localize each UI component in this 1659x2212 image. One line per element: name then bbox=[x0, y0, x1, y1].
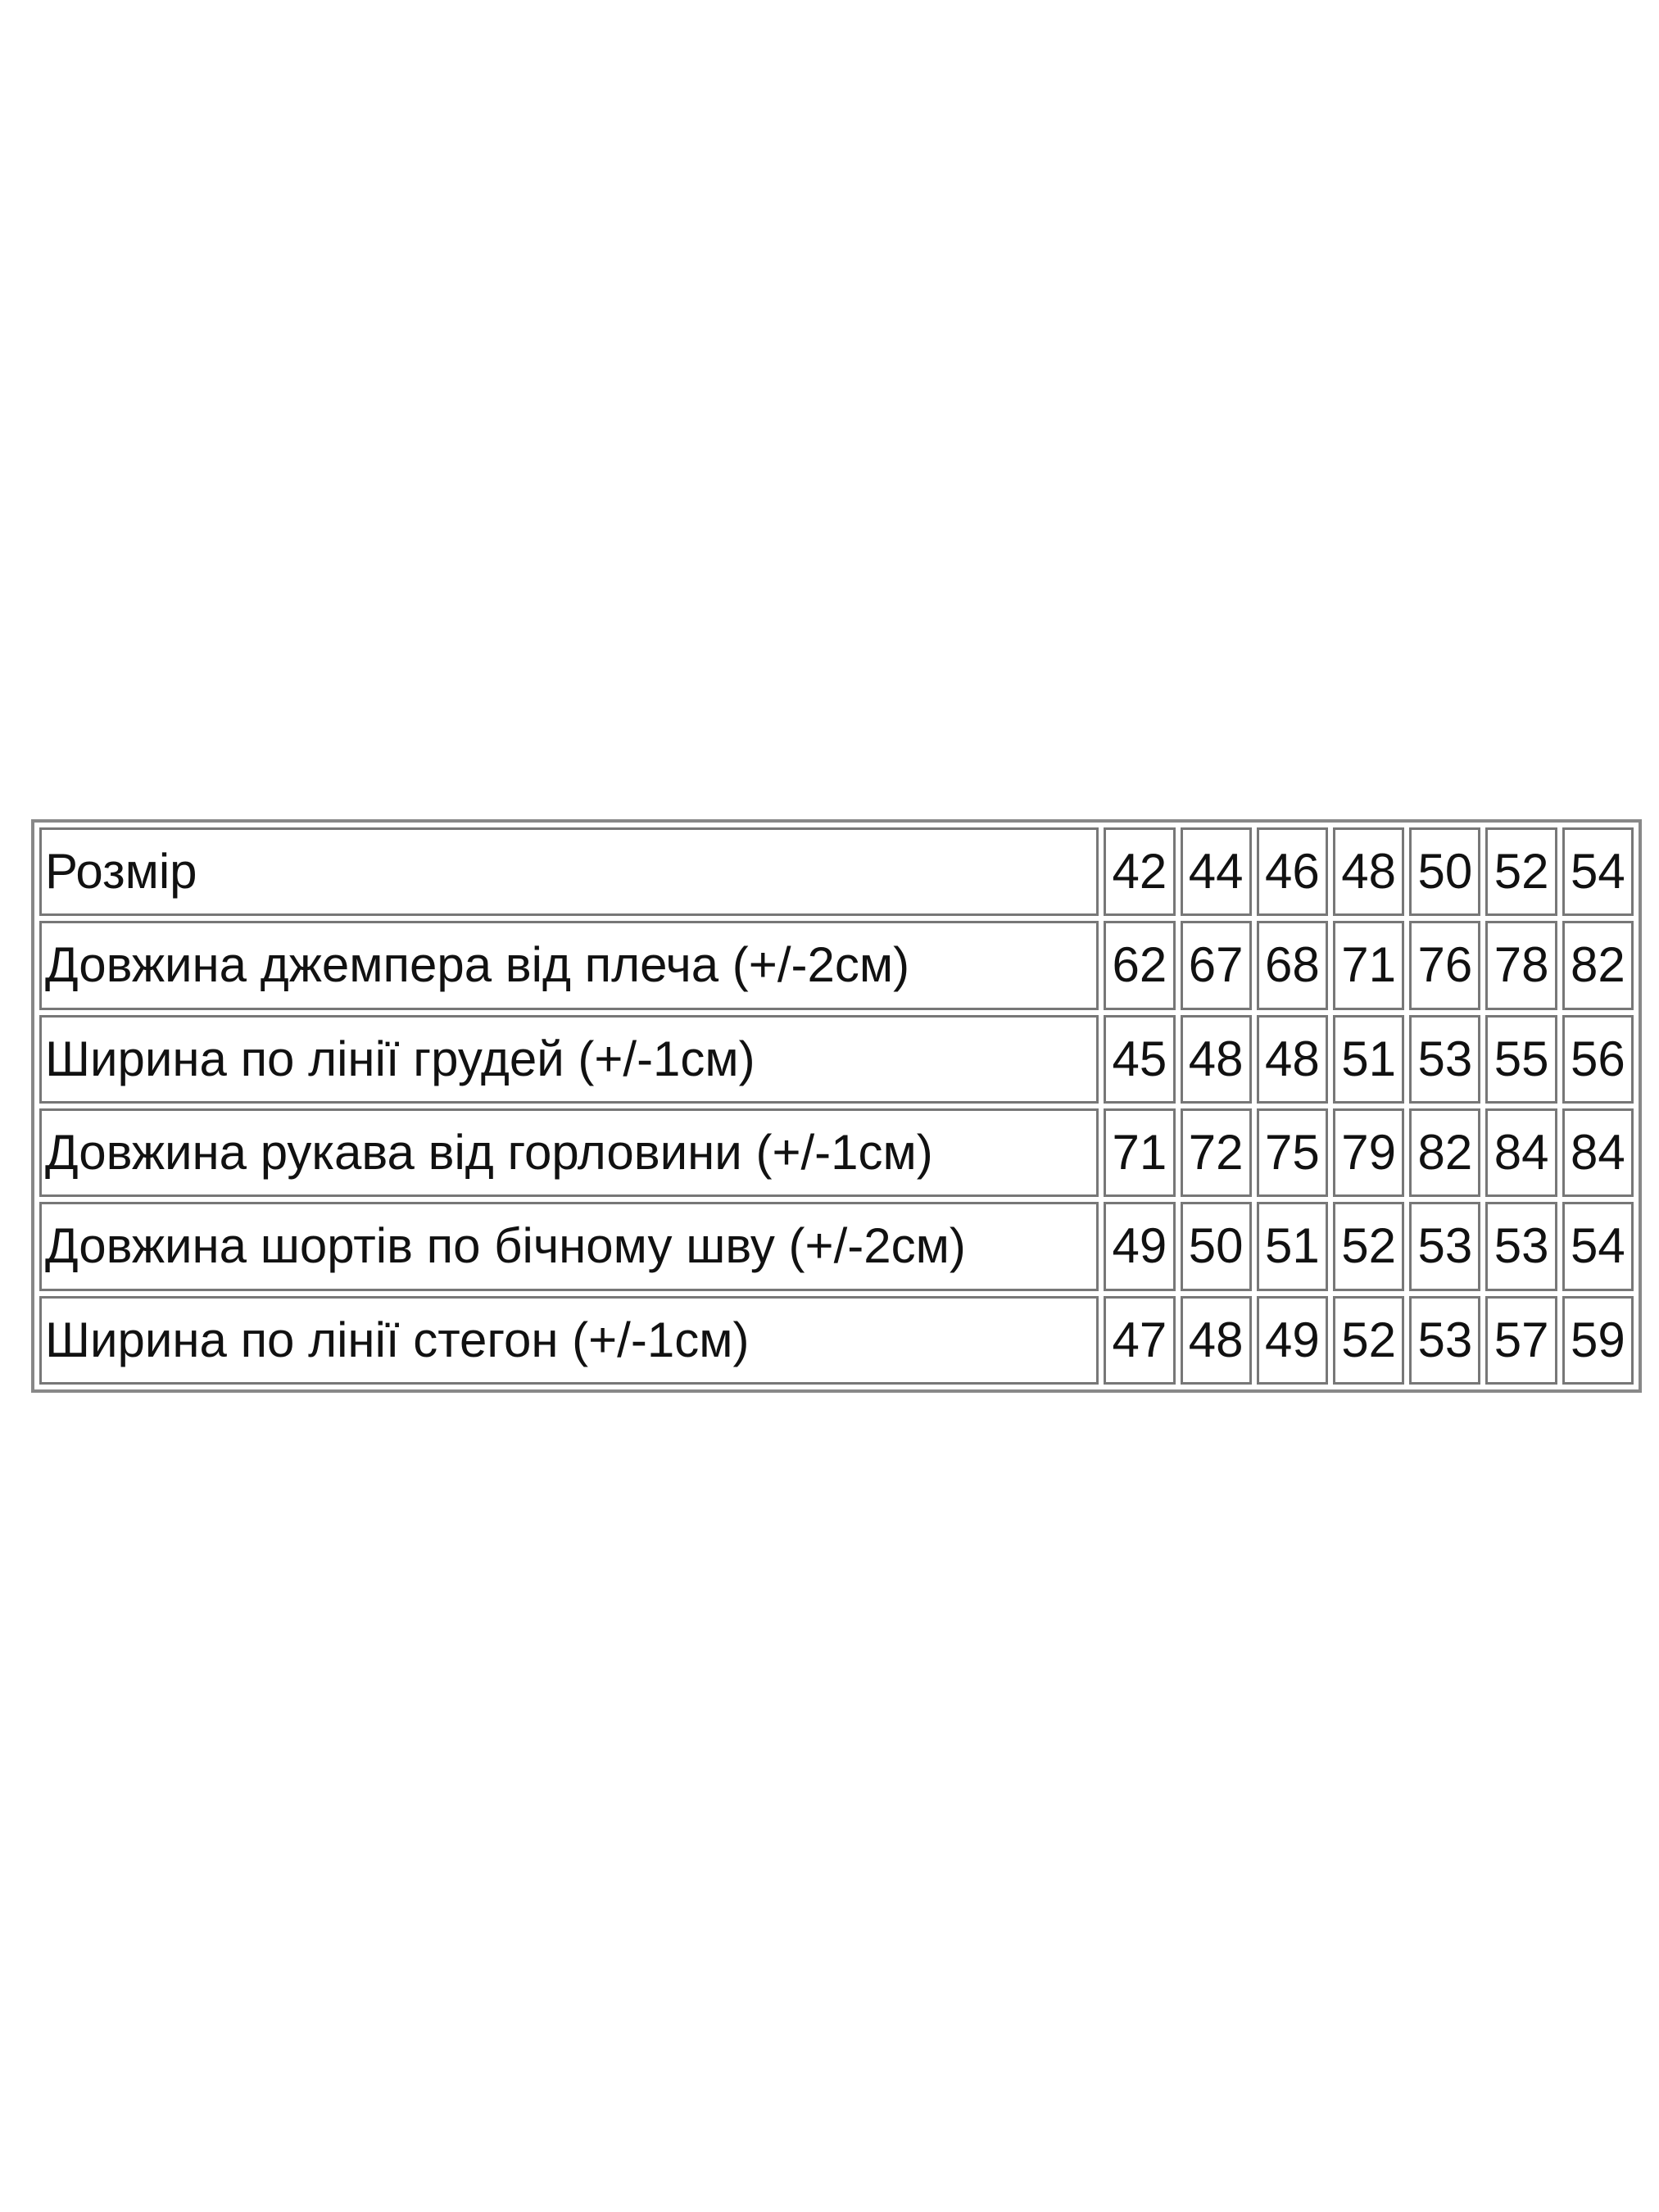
size-value: 76 bbox=[1409, 921, 1481, 1010]
size-value: 46 bbox=[1256, 827, 1329, 917]
row-label: Довжина джемпера від плеча (+/-2см) bbox=[39, 921, 1099, 1010]
size-value: 67 bbox=[1180, 921, 1252, 1010]
size-value: 53 bbox=[1409, 1202, 1481, 1291]
row-label: Ширина по лінії грудей (+/-1см) bbox=[39, 1014, 1099, 1104]
size-value: 52 bbox=[1485, 827, 1557, 917]
table-row: Довжина джемпера від плеча (+/-2см) 62 67 6… bbox=[39, 921, 1634, 1010]
size-value: 44 bbox=[1180, 827, 1252, 917]
size-value: 68 bbox=[1256, 921, 1329, 1010]
row-label: Ширина по лінії стегон (+/-1см) bbox=[39, 1295, 1099, 1385]
size-value: 52 bbox=[1333, 1202, 1405, 1291]
size-value: 54 bbox=[1562, 1202, 1634, 1291]
table-row: Ширина по лінії стегон (+/-1см) 47 48 49 52 5… bbox=[39, 1295, 1634, 1385]
size-value: 82 bbox=[1409, 1108, 1481, 1198]
size-value: 49 bbox=[1256, 1295, 1329, 1385]
table-row: Розмір 42 44 46 48 50 52 54 bbox=[39, 827, 1634, 917]
size-value: 75 bbox=[1256, 1108, 1329, 1198]
size-value: 54 bbox=[1562, 827, 1634, 917]
size-value: 51 bbox=[1333, 1014, 1405, 1104]
size-value: 53 bbox=[1409, 1295, 1481, 1385]
size-value: 59 bbox=[1562, 1295, 1634, 1385]
size-table: Розмір 42 44 46 48 50 52 54 Довжина джемпера від… bbox=[31, 819, 1642, 1393]
size-value: 71 bbox=[1104, 1108, 1176, 1198]
size-value: 50 bbox=[1409, 827, 1481, 917]
size-value: 48 bbox=[1256, 1014, 1329, 1104]
size-value: 57 bbox=[1485, 1295, 1557, 1385]
size-value: 48 bbox=[1333, 827, 1405, 917]
size-value: 79 bbox=[1333, 1108, 1405, 1198]
size-value: 42 bbox=[1104, 827, 1176, 917]
size-value: 53 bbox=[1485, 1202, 1557, 1291]
size-value: 45 bbox=[1104, 1014, 1176, 1104]
size-value: 49 bbox=[1104, 1202, 1176, 1291]
table-row: Довжина шортів по бічному шву (+/-2см) 49… bbox=[39, 1202, 1634, 1291]
size-value: 50 bbox=[1180, 1202, 1252, 1291]
size-value: 71 bbox=[1333, 921, 1405, 1010]
size-value: 82 bbox=[1562, 921, 1634, 1010]
row-label: Довжина рукава від горловини (+/-1см) bbox=[39, 1108, 1099, 1198]
size-value: 84 bbox=[1562, 1108, 1634, 1198]
size-value: 84 bbox=[1485, 1108, 1557, 1198]
row-label: Довжина шортів по бічному шву (+/-2см) bbox=[39, 1202, 1099, 1291]
table-row: Ширина по лінії грудей (+/-1см) 45 48 48 51 5… bbox=[39, 1014, 1634, 1104]
size-value: 55 bbox=[1485, 1014, 1557, 1104]
size-value: 51 bbox=[1256, 1202, 1329, 1291]
size-value: 78 bbox=[1485, 921, 1557, 1010]
table-row: Довжина рукава від горловини (+/-1см) 71 7… bbox=[39, 1108, 1634, 1198]
size-value: 47 bbox=[1104, 1295, 1176, 1385]
size-value: 56 bbox=[1562, 1014, 1634, 1104]
size-value: 72 bbox=[1180, 1108, 1252, 1198]
row-label: Розмір bbox=[39, 827, 1099, 917]
size-value: 48 bbox=[1180, 1295, 1252, 1385]
size-value: 53 bbox=[1409, 1014, 1481, 1104]
size-value: 48 bbox=[1180, 1014, 1252, 1104]
size-value: 62 bbox=[1104, 921, 1176, 1010]
size-value: 52 bbox=[1333, 1295, 1405, 1385]
